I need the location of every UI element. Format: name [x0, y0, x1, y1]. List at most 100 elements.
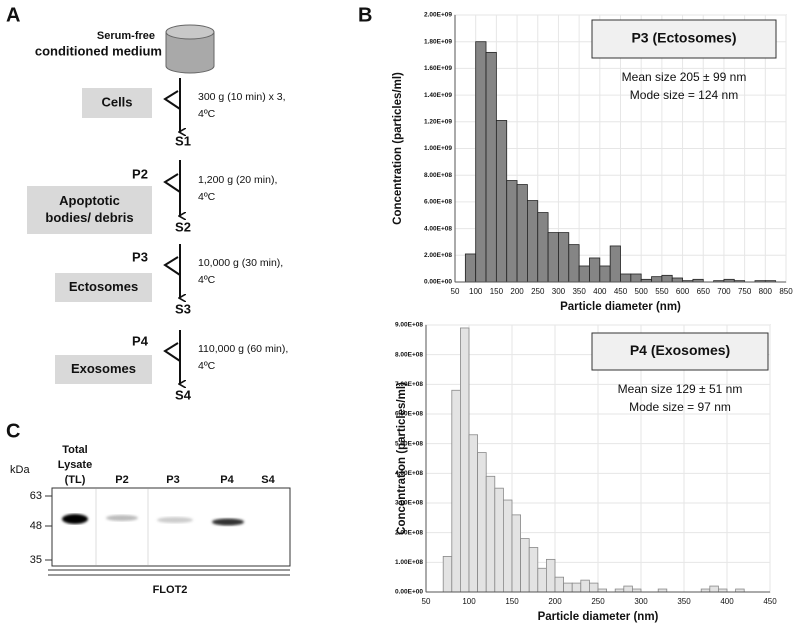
- annotation: Mean size 129 ± 51 nm: [618, 382, 743, 396]
- branch: [163, 256, 181, 276]
- condition: 4ºC: [198, 191, 216, 203]
- marker-label: 63: [30, 490, 42, 502]
- bar: [599, 265, 611, 283]
- y-tick-label: 1.80E+09: [424, 38, 452, 45]
- bar: [516, 184, 528, 283]
- branch: [163, 90, 181, 110]
- bar: [620, 273, 632, 283]
- y-tick-label: 2.00E+08: [424, 252, 452, 259]
- y-tick-label: 9.00E+08: [395, 322, 423, 329]
- bar: [563, 582, 573, 593]
- band: [62, 514, 88, 524]
- band: [106, 515, 138, 521]
- pellet-label: Ectosomes: [69, 279, 138, 294]
- y-tick-label: 2.00E+09: [424, 12, 452, 19]
- condition: 4ºC: [198, 274, 216, 286]
- condition: 4ºC: [198, 108, 216, 120]
- x-tick-label: 450: [614, 287, 628, 296]
- supernatant: S1: [175, 133, 191, 148]
- pellet-box: [55, 273, 152, 302]
- y-tick-label: 2.00E+08: [395, 529, 423, 536]
- pellet-label: bodies/ debris: [45, 210, 133, 225]
- bar: [589, 257, 601, 283]
- bar: [494, 487, 504, 593]
- x-tick-label: 100: [469, 287, 483, 296]
- bar: [520, 538, 530, 593]
- x-tick-label: 350: [677, 597, 691, 606]
- lane-label: Lysate: [58, 459, 92, 471]
- bar: [527, 200, 539, 283]
- annotation: Mean size 205 ± 99 nm: [622, 70, 747, 84]
- bar: [547, 232, 559, 283]
- y-tick-label: 0.00E+00: [395, 589, 423, 596]
- lane-label: P2: [115, 474, 128, 486]
- x-tick-label: 150: [490, 287, 504, 296]
- y-tick-label: 4.00E+08: [395, 470, 423, 477]
- y-tick-label: 8.00E+08: [395, 351, 423, 358]
- bar: [651, 276, 663, 283]
- bar: [537, 567, 547, 593]
- x-tick-label: 650: [697, 287, 711, 296]
- bar: [537, 212, 549, 283]
- cylinder: [165, 24, 215, 74]
- y-tick-label: 0.00E+00: [424, 279, 452, 286]
- pellet-label: Apoptotic: [59, 193, 120, 208]
- y-tick-label: 1.20E+09: [424, 119, 452, 126]
- band: [157, 517, 193, 523]
- lane-label: Total: [62, 444, 87, 456]
- annotation: Mode size = 124 nm: [630, 88, 738, 102]
- x-tick-label: 550: [655, 287, 669, 296]
- bar: [477, 452, 487, 593]
- branch: [163, 173, 181, 193]
- bar: [485, 51, 497, 283]
- x-axis-label: Particle diameter (nm): [560, 301, 681, 313]
- panel-label: C: [6, 420, 20, 442]
- panel-label: B: [358, 4, 372, 26]
- x-tick-label: 200: [510, 287, 524, 296]
- bar: [554, 576, 565, 593]
- x-tick-label: 400: [720, 597, 734, 606]
- bar: [709, 585, 719, 593]
- y-tick-label: 6.00E+08: [395, 411, 423, 418]
- bar: [442, 556, 453, 593]
- annotation: Mode size = 97 nm: [629, 400, 731, 414]
- supernatant: S2: [175, 219, 191, 234]
- x-tick-label: 250: [591, 597, 605, 606]
- x-tick-label: 50: [451, 287, 460, 296]
- y-tick-label: 1.00E+09: [424, 145, 452, 152]
- supernatant: S4: [175, 387, 192, 402]
- x-tick-label: 100: [462, 597, 476, 606]
- bar: [528, 547, 539, 593]
- bar: [495, 120, 508, 283]
- pellet-box: [55, 355, 152, 384]
- y-tick-label: 1.40E+09: [424, 92, 452, 99]
- pellet-box: [27, 186, 152, 234]
- panel-label: A: [6, 4, 20, 26]
- y-tick-label: 6.00E+08: [424, 199, 452, 206]
- blot: [51, 487, 291, 567]
- y-tick-label: 3.00E+08: [395, 500, 423, 507]
- antibody-label: FLOT2: [153, 584, 188, 596]
- band: [212, 518, 244, 526]
- condition: 110,000 g (60 min),: [198, 343, 288, 355]
- condition: 10,000 g (30 min),: [198, 257, 283, 269]
- x-tick-label: 600: [676, 287, 690, 296]
- pellet-label: Exosomes: [71, 361, 136, 376]
- bar: [468, 434, 479, 593]
- lane-label: (TL): [65, 474, 86, 486]
- source-label: conditioned medium: [35, 43, 162, 58]
- source-label: Serum-free: [97, 30, 155, 42]
- bar: [546, 558, 556, 593]
- y-tick-label: 4.00E+08: [424, 225, 452, 232]
- y-axis-label: Concentration (particles/ml): [396, 382, 408, 535]
- unit-label: kDa: [10, 464, 30, 476]
- y-axis-label: Concentration (particles/ml): [392, 72, 404, 225]
- y-tick-label: 7.00E+08: [395, 381, 423, 388]
- x-tick-label: 800: [759, 287, 773, 296]
- x-tick-label: 350: [572, 287, 586, 296]
- y-tick-label: 5.00E+08: [395, 440, 423, 447]
- x-tick-label: 250: [531, 287, 545, 296]
- bar: [506, 180, 518, 283]
- y-tick-label: 8.00E+08: [424, 172, 452, 179]
- x-axis-label: Particle diameter (nm): [538, 611, 659, 623]
